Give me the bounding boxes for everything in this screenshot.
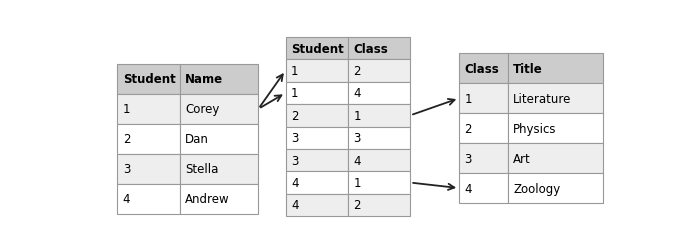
Bar	[348, 82, 410, 105]
Text: 2: 2	[354, 199, 360, 212]
Text: Physics: Physics	[513, 122, 557, 135]
Bar	[118, 94, 180, 124]
Text: 1: 1	[291, 87, 298, 100]
Bar	[180, 184, 258, 214]
Bar	[180, 65, 258, 94]
Bar	[348, 149, 410, 172]
Bar	[286, 172, 348, 194]
Text: 4: 4	[291, 176, 298, 189]
Text: 1: 1	[465, 92, 472, 105]
Text: Literature: Literature	[513, 92, 572, 105]
Bar	[180, 154, 258, 184]
Bar	[180, 124, 258, 154]
Text: 3: 3	[354, 132, 360, 145]
Bar	[348, 105, 410, 127]
Bar	[180, 94, 258, 124]
Bar	[508, 84, 603, 114]
Text: 2: 2	[122, 133, 130, 146]
Bar	[508, 144, 603, 174]
Bar	[286, 38, 348, 60]
Text: 3: 3	[122, 162, 130, 175]
Bar	[348, 172, 410, 194]
Bar	[459, 174, 508, 203]
Bar	[459, 84, 508, 114]
Text: 3: 3	[291, 154, 298, 167]
Text: 3: 3	[291, 132, 298, 145]
Bar	[118, 65, 180, 94]
Bar	[286, 194, 348, 216]
Bar	[348, 38, 410, 60]
Text: Class: Class	[354, 42, 388, 55]
Text: Art: Art	[513, 152, 531, 165]
Text: Andrew: Andrew	[185, 192, 230, 205]
Bar	[508, 54, 603, 84]
Bar	[459, 114, 508, 144]
Text: Dan: Dan	[185, 133, 209, 146]
Text: Zoology: Zoology	[513, 182, 561, 195]
Text: 4: 4	[291, 199, 298, 212]
Text: Class: Class	[465, 62, 499, 76]
Bar	[118, 124, 180, 154]
Text: 1: 1	[354, 110, 360, 122]
Bar	[348, 60, 410, 82]
Text: Student: Student	[122, 73, 176, 86]
Text: 3: 3	[465, 152, 472, 165]
Bar	[459, 54, 508, 84]
Text: 2: 2	[291, 110, 298, 122]
Bar	[459, 144, 508, 174]
Text: Student: Student	[291, 42, 344, 55]
Text: Title: Title	[513, 62, 543, 76]
Text: 1: 1	[291, 65, 298, 78]
Bar	[286, 127, 348, 149]
Bar	[348, 194, 410, 216]
Text: Stella: Stella	[185, 162, 218, 175]
Text: 4: 4	[465, 182, 472, 195]
Bar	[118, 184, 180, 214]
Text: 1: 1	[354, 176, 360, 189]
Bar	[508, 174, 603, 203]
Bar	[286, 149, 348, 172]
Bar	[118, 154, 180, 184]
Text: 2: 2	[354, 65, 360, 78]
Bar	[508, 114, 603, 144]
Text: Corey: Corey	[185, 103, 220, 116]
Text: 2: 2	[465, 122, 472, 135]
Bar	[286, 60, 348, 82]
Text: Name: Name	[185, 73, 223, 86]
Text: 1: 1	[122, 103, 130, 116]
Bar	[348, 127, 410, 149]
Text: 4: 4	[122, 192, 130, 205]
Bar	[286, 82, 348, 105]
Bar	[286, 105, 348, 127]
Text: 4: 4	[354, 87, 360, 100]
Text: 4: 4	[354, 154, 360, 167]
